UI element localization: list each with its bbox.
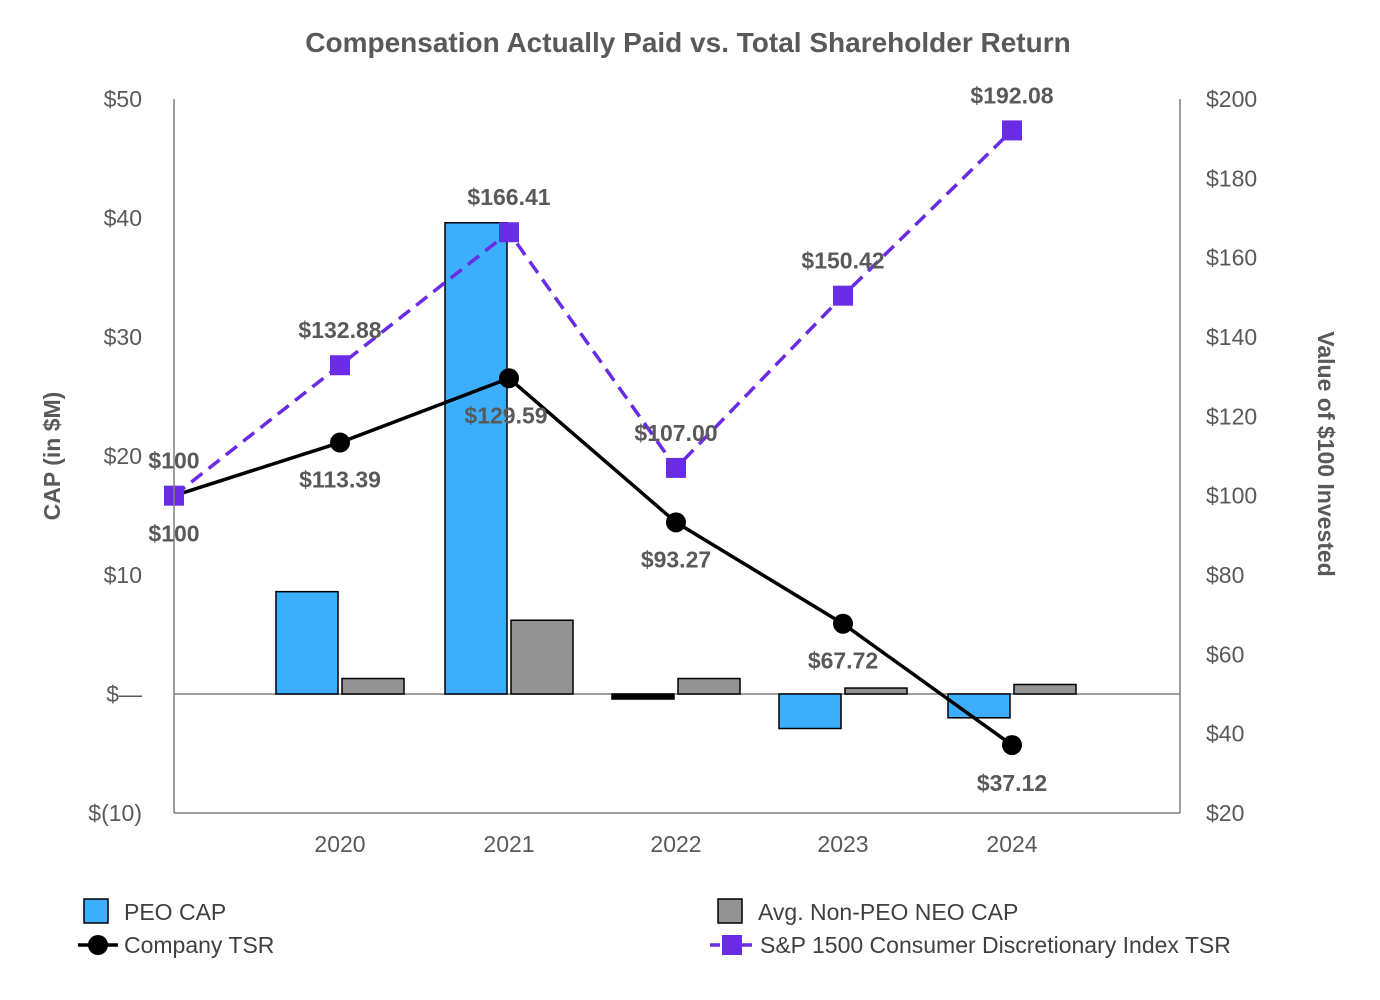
- right-tick-label: $20: [1206, 800, 1244, 826]
- right-tick-label: $140: [1206, 324, 1257, 350]
- company-tsr-line: [173, 376, 1014, 747]
- neo-cap-bar-2022: [677, 677, 741, 695]
- legend-label-company-tsr: Company TSR: [124, 932, 274, 958]
- right-axis-title: Value of $100 Invested: [1313, 331, 1339, 576]
- sp1500-tsr-label-2024: $192.08: [970, 82, 1053, 108]
- legend-marker-sp1500-tsr: [722, 935, 742, 955]
- sp1500-tsr-marker-2024: [1002, 120, 1022, 141]
- company-tsr-label-2024: $37.12: [977, 770, 1047, 796]
- company-tsr-label-2022: $93.27: [641, 546, 711, 572]
- sp1500-tsr-marker-2020: [330, 355, 350, 376]
- sp1500-tsr-label-2021: $166.41: [467, 184, 550, 210]
- sp1500-tsr-label-2023: $150.42: [801, 248, 884, 274]
- company-tsr-marker-2020: [330, 432, 350, 453]
- neo-cap-bar-2023: [844, 687, 908, 695]
- neo-cap-bar-2021: [510, 619, 574, 695]
- company-tsr-marker-2024: [1002, 735, 1022, 756]
- company-tsr-marker-2022: [666, 512, 686, 533]
- legend-swatch-neo-cap: [717, 898, 743, 924]
- right-tick-label: $60: [1206, 641, 1244, 667]
- left-tick-label: $40: [104, 205, 142, 231]
- left-tick-label: $30: [104, 324, 142, 350]
- x-tick-label-2024: 2024: [986, 831, 1037, 857]
- sp1500-tsr-label-2022: $107.00: [634, 420, 717, 446]
- x-tick-label-2021: 2021: [483, 831, 534, 857]
- x-tick-label-2022: 2022: [650, 831, 701, 857]
- left-axis-title: CAP (in $M): [39, 392, 65, 521]
- sp1500-tsr-line: [172, 129, 1014, 498]
- legend-label-neo-cap: Avg. Non-PEO NEO CAP: [758, 899, 1018, 925]
- right-tick-label: $120: [1206, 403, 1257, 429]
- left-tick-label: $(10): [88, 800, 142, 826]
- neo-cap-bar-2024: [1013, 683, 1077, 695]
- neo-cap-bar-2020: [341, 677, 405, 695]
- right-tick-label: $180: [1206, 165, 1257, 191]
- data-labels-group: $100 $113.39 $129.59 $93.27 $67.72 $37.12 $100…: [148, 82, 1053, 796]
- peo-cap-bar-2021: [444, 222, 508, 695]
- company-tsr-marker-2021: [499, 368, 519, 389]
- left-tick-label: $10: [104, 562, 142, 588]
- chart-title: Compensation Actually Paid vs. Total Sha…: [305, 27, 1070, 58]
- company-tsr-label-base: $100: [148, 521, 199, 547]
- legend: PEO CAP Avg. Non-PEO NEO CAP Company TSR S&…: [78, 898, 1231, 958]
- right-tick-label: $200: [1206, 86, 1257, 112]
- left-tick-label: $20: [104, 443, 142, 469]
- sp1500-tsr-marker-2023: [833, 285, 853, 306]
- company-tsr-marker-2023: [833, 613, 853, 634]
- x-tick-label-2023: 2023: [817, 831, 868, 857]
- bar-series-group: [275, 222, 1077, 730]
- right-tick-label: $160: [1206, 245, 1257, 271]
- peo-cap-bar-2023: [778, 693, 842, 730]
- axes-group: $50 $40 $30 $20 $10 $— $(10) $200 $180 $160 $140 $1…: [39, 86, 1339, 857]
- company-tsr-label-2021: $129.59: [464, 402, 547, 428]
- peo-cap-bar-2020: [275, 590, 339, 695]
- legend-marker-company-tsr: [88, 935, 108, 955]
- sp1500-tsr-marker-2021: [499, 222, 519, 243]
- sp1500-tsr-label-base: $100: [148, 448, 199, 474]
- right-tick-label: $80: [1206, 562, 1244, 588]
- x-tick-label-2020: 2020: [314, 831, 365, 857]
- peo-cap-bar-2022: [611, 693, 675, 700]
- left-tick-label: $—: [106, 681, 142, 707]
- legend-swatch-peo-cap: [83, 898, 109, 924]
- legend-label-peo-cap: PEO CAP: [124, 899, 226, 925]
- line-series-group: [164, 120, 1022, 756]
- sp1500-tsr-marker-2022: [666, 457, 686, 478]
- company-tsr-label-2023: $67.72: [808, 648, 878, 674]
- company-tsr-label-2020: $113.39: [299, 467, 381, 493]
- legend-label-sp1500-tsr: S&P 1500 Consumer Discretionary Index TS…: [760, 932, 1231, 958]
- right-tick-label: $100: [1206, 483, 1257, 509]
- sp1500-tsr-label-2020: $132.88: [298, 317, 381, 343]
- left-tick-label: $50: [104, 86, 142, 112]
- right-tick-label: $40: [1206, 721, 1244, 747]
